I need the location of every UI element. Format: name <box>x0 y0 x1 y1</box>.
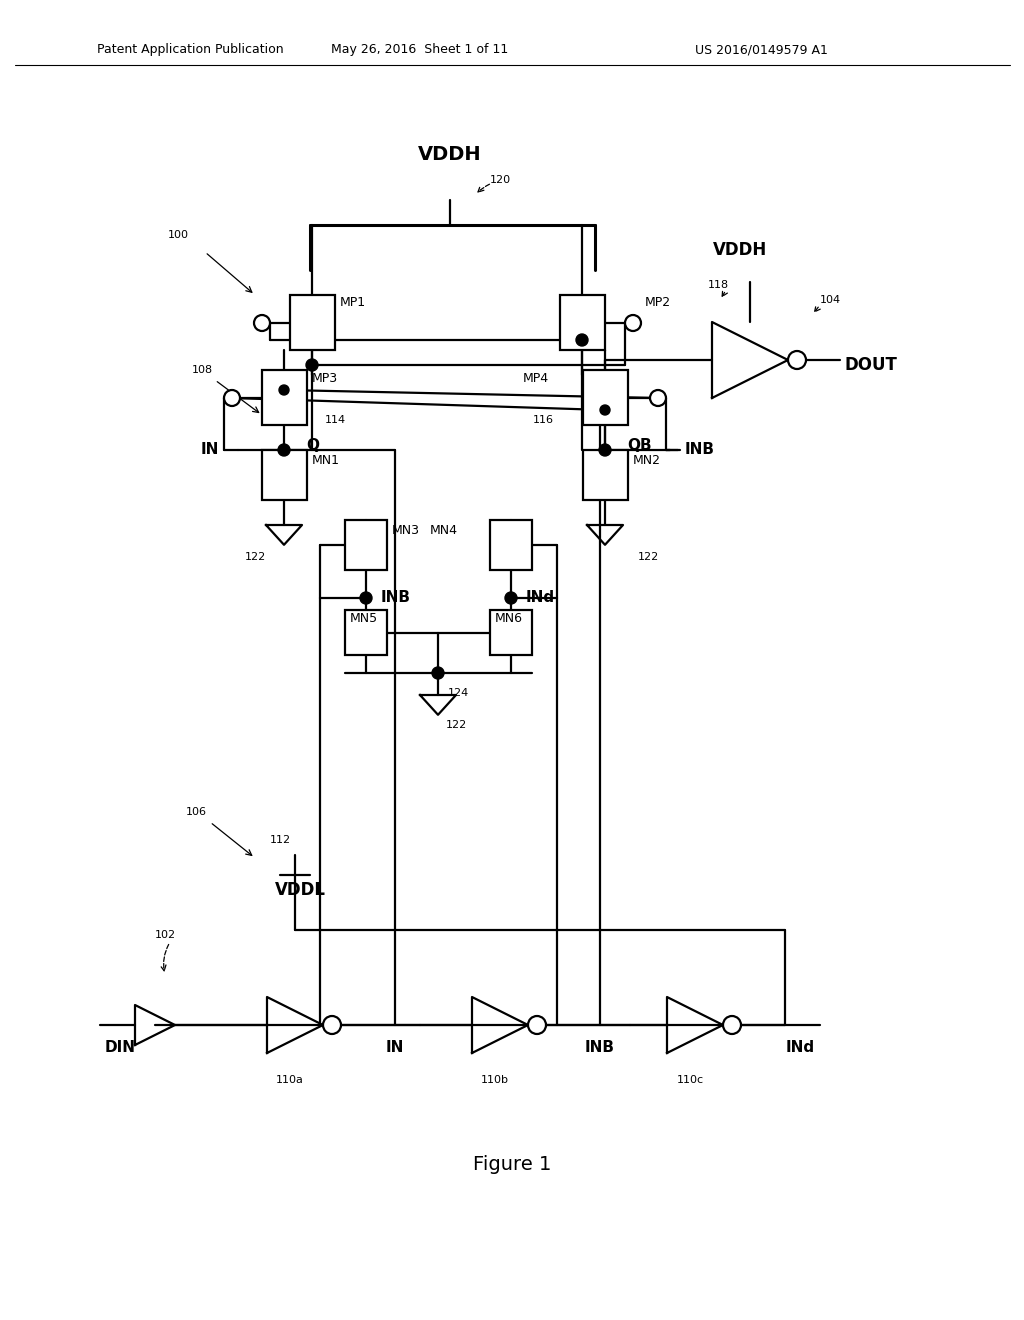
Text: MP3: MP3 <box>312 371 338 384</box>
Text: IN: IN <box>386 1040 404 1056</box>
Text: 100: 100 <box>168 230 189 240</box>
Text: MN4: MN4 <box>430 524 458 536</box>
Text: MP2: MP2 <box>645 297 671 309</box>
Circle shape <box>575 334 588 346</box>
Bar <box>345 520 387 570</box>
Text: 110a: 110a <box>276 1074 304 1085</box>
Bar <box>490 610 532 655</box>
Circle shape <box>432 667 444 678</box>
Circle shape <box>723 1016 741 1034</box>
Circle shape <box>306 359 318 371</box>
Text: QB: QB <box>627 437 651 453</box>
Text: 118: 118 <box>708 280 729 290</box>
Circle shape <box>254 315 270 331</box>
Text: VDDH: VDDH <box>418 145 482 165</box>
Text: MN5: MN5 <box>350 611 378 624</box>
Circle shape <box>360 591 372 605</box>
Text: Patent Application Publication: Patent Application Publication <box>97 44 284 57</box>
Text: 108: 108 <box>193 366 213 375</box>
Text: INB: INB <box>685 442 715 458</box>
Text: 120: 120 <box>490 176 511 185</box>
Text: 116: 116 <box>534 414 554 425</box>
Text: 102: 102 <box>155 931 176 940</box>
Bar <box>262 370 307 425</box>
Bar <box>583 450 628 500</box>
Bar <box>345 610 387 655</box>
Text: 112: 112 <box>270 836 291 845</box>
Text: 110c: 110c <box>677 1074 703 1085</box>
Text: VDDL: VDDL <box>274 880 326 899</box>
Circle shape <box>788 351 806 370</box>
Text: INd: INd <box>526 590 555 606</box>
Circle shape <box>224 389 240 407</box>
Text: 124: 124 <box>449 688 469 698</box>
Text: US 2016/0149579 A1: US 2016/0149579 A1 <box>695 44 827 57</box>
Text: MN1: MN1 <box>312 454 340 466</box>
Circle shape <box>600 405 610 414</box>
Text: INd: INd <box>785 1040 814 1056</box>
Bar <box>490 520 532 570</box>
Text: IN: IN <box>201 442 219 458</box>
Text: DIN: DIN <box>104 1040 135 1056</box>
Text: 110b: 110b <box>481 1074 509 1085</box>
Text: 122: 122 <box>638 552 659 562</box>
Bar <box>583 370 628 425</box>
Text: Figure 1: Figure 1 <box>473 1155 551 1175</box>
Circle shape <box>625 315 641 331</box>
Bar <box>262 450 307 500</box>
Text: MN6: MN6 <box>495 611 523 624</box>
Text: MN2: MN2 <box>633 454 662 466</box>
Bar <box>560 294 605 350</box>
Text: 106: 106 <box>186 807 207 817</box>
Text: MN3: MN3 <box>392 524 420 536</box>
Text: 122: 122 <box>245 552 266 562</box>
Bar <box>290 294 335 350</box>
Text: 122: 122 <box>446 719 467 730</box>
Text: Q: Q <box>306 437 319 453</box>
Text: INB: INB <box>585 1040 615 1056</box>
Text: May 26, 2016  Sheet 1 of 11: May 26, 2016 Sheet 1 of 11 <box>332 44 509 57</box>
Circle shape <box>323 1016 341 1034</box>
Circle shape <box>278 444 290 455</box>
Circle shape <box>650 389 666 407</box>
Circle shape <box>599 444 611 455</box>
Text: VDDH: VDDH <box>713 242 767 259</box>
Circle shape <box>505 591 517 605</box>
Text: 104: 104 <box>820 294 841 305</box>
Text: INB: INB <box>381 590 411 606</box>
Text: MP1: MP1 <box>340 297 367 309</box>
Text: DOUT: DOUT <box>845 356 898 374</box>
Text: MP4: MP4 <box>523 371 549 384</box>
Text: 114: 114 <box>325 414 346 425</box>
Circle shape <box>279 385 289 395</box>
Circle shape <box>528 1016 546 1034</box>
